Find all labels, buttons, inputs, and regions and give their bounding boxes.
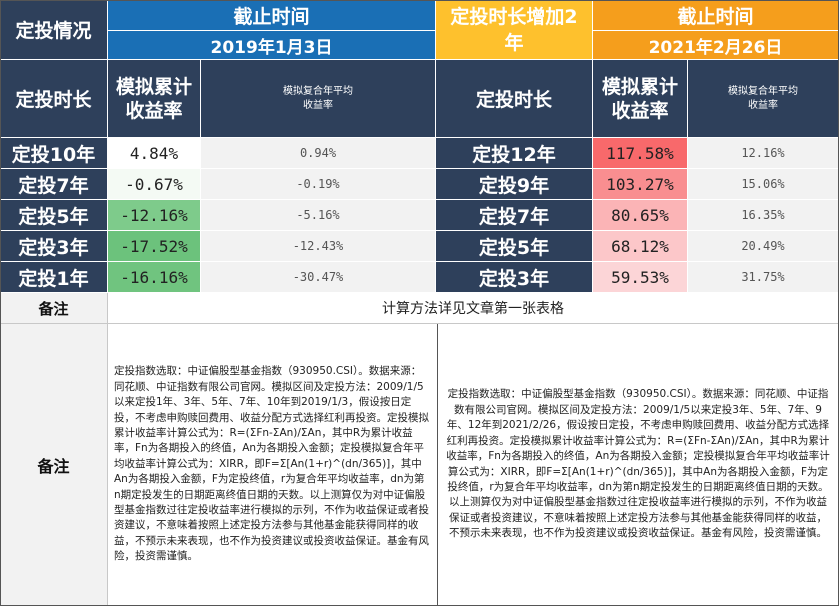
left-cumulative-cell: -12.16% (108, 200, 201, 231)
left-annualized-cell: -12.43% (201, 231, 436, 262)
left-deadline-label: 截止时间 (108, 0, 436, 31)
left-cumulative-cell: -0.67% (108, 169, 201, 200)
left-cumulative-header: 模拟累计收益率 (108, 60, 201, 138)
right-duration-cell: 定投9年 (436, 169, 593, 200)
left-deadline-date: 2019年1月3日 (108, 31, 436, 60)
right-cumulative-header: 模拟累计收益率 (593, 60, 688, 138)
left-duration-cell: 定投5年 (0, 200, 108, 231)
notes-label-1: 备注 (0, 293, 108, 324)
left-annualized-header: 模拟复合年平均收益率 (201, 60, 436, 138)
method-note: 计算方法详见文章第一张表格 (108, 293, 839, 324)
left-duration-cell: 定投7年 (0, 169, 108, 200)
left-duration-cell: 定投1年 (0, 262, 108, 293)
right-deadline-date: 2021年2月26日 (593, 31, 839, 60)
right-duration-cell: 定投12年 (436, 138, 593, 169)
notes-label-2: 备注 (0, 324, 108, 606)
right-annualized-header: 模拟复合年平均收益率 (688, 60, 839, 138)
right-cumulative-cell: 68.12% (593, 231, 688, 262)
left-duration-header: 定投时长 (0, 60, 108, 138)
left-cumulative-cell: -16.16% (108, 262, 201, 293)
left-annualized-cell: -0.19% (201, 169, 436, 200)
right-duration-cell: 定投5年 (436, 231, 593, 262)
right-deadline-label: 截止时间 (593, 0, 839, 31)
right-annualized-cell: 15.06% (688, 169, 839, 200)
right-annualized-cell: 20.49% (688, 231, 839, 262)
right-cumulative-cell: 80.65% (593, 200, 688, 231)
right-cumulative-cell: 117.58% (593, 138, 688, 169)
left-cumulative-cell: 4.84% (108, 138, 201, 169)
right-annualized-cell: 16.35% (688, 200, 839, 231)
section-title: 定投情况 (0, 0, 108, 60)
right-cumulative-cell: 59.53% (593, 262, 688, 293)
right-annualized-cell: 31.75% (688, 262, 839, 293)
right-duration-cell: 定投7年 (436, 200, 593, 231)
left-annualized-cell: 0.94% (201, 138, 436, 169)
left-annualized-cell: -30.47% (201, 262, 436, 293)
right-cumulative-cell: 103.27% (593, 169, 688, 200)
extension-label: 定投时长增加2年 (436, 0, 593, 60)
right-duration-cell: 定投3年 (436, 262, 593, 293)
left-duration-cell: 定投3年 (0, 231, 108, 262)
left-annualized-cell: -5.16% (201, 200, 436, 231)
right-annualized-cell: 12.16% (688, 138, 839, 169)
left-disclaimer: 定投指数选取：中证偏股型基金指数（930950.CSI）。数据来源：同花顺、中证… (108, 324, 438, 606)
left-cumulative-cell: -17.52% (108, 231, 201, 262)
right-disclaimer: 定投指数选取：中证偏股型基金指数（930950.CSI）。数据来源：同花顺、中证… (438, 324, 839, 606)
left-duration-cell: 定投10年 (0, 138, 108, 169)
right-duration-header: 定投时长 (436, 60, 593, 138)
